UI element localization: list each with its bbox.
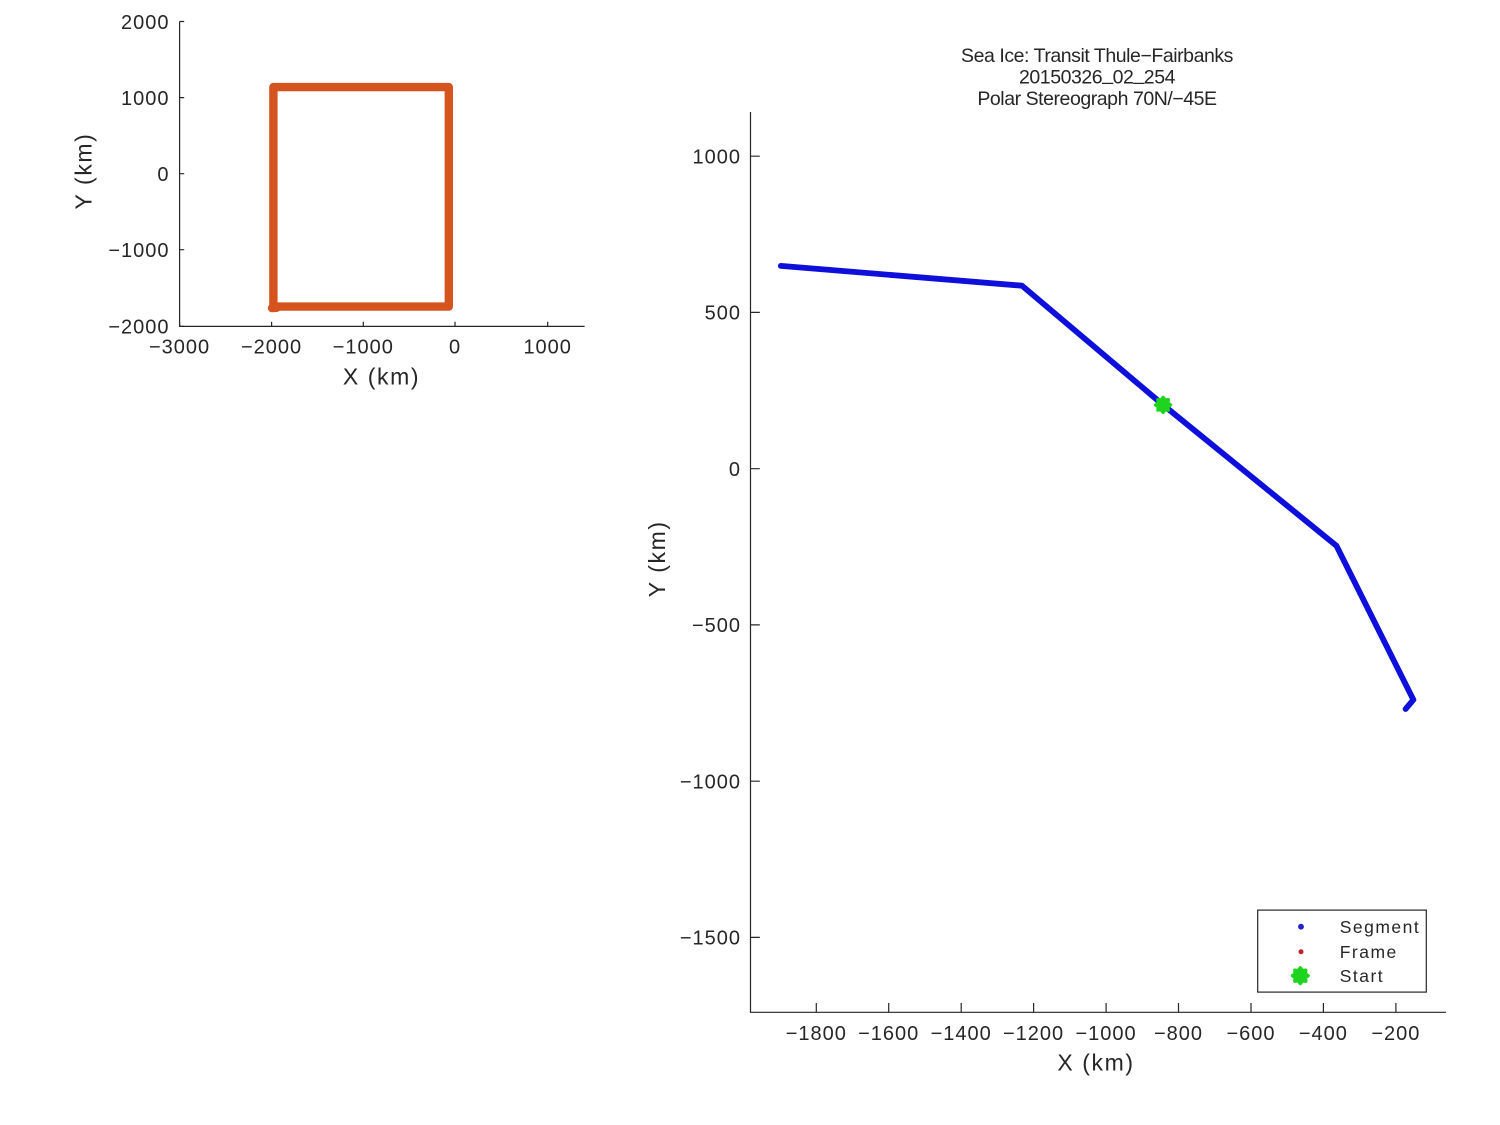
- svg-text:X (km): X (km): [343, 364, 420, 390]
- svg-text:Sea Ice: Transit Thule−Fairban: Sea Ice: Transit Thule−Fairbanks: [961, 45, 1234, 67]
- svg-text:−2000: −2000: [241, 337, 302, 359]
- svg-text:−600: −600: [1226, 1023, 1275, 1045]
- svg-text:0: 0: [157, 164, 169, 186]
- svg-text:−1000: −1000: [333, 337, 394, 359]
- svg-text:−3000: −3000: [149, 337, 210, 359]
- svg-text:−1800: −1800: [786, 1023, 847, 1045]
- svg-text:Y (km): Y (km): [71, 133, 97, 210]
- svg-text:0: 0: [729, 459, 741, 481]
- svg-text:Start: Start: [1340, 966, 1384, 986]
- svg-text:−1000: −1000: [680, 772, 741, 794]
- svg-text:−500: −500: [692, 615, 741, 637]
- svg-text:500: 500: [705, 303, 741, 325]
- svg-text:−800: −800: [1154, 1023, 1203, 1045]
- svg-text:20150326_02_254: 20150326_02_254: [1019, 63, 1176, 89]
- svg-text:Frame: Frame: [1340, 942, 1398, 962]
- svg-text:−1200: −1200: [1003, 1023, 1064, 1045]
- svg-text:−200: −200: [1371, 1023, 1420, 1045]
- svg-text:−2000: −2000: [108, 317, 169, 339]
- svg-text:1000: 1000: [121, 88, 170, 110]
- svg-text:Segment: Segment: [1340, 917, 1421, 937]
- svg-text:−1600: −1600: [858, 1023, 919, 1045]
- svg-text:−1400: −1400: [931, 1023, 992, 1045]
- svg-text:X (km): X (km): [1057, 1050, 1134, 1076]
- svg-text:2000: 2000: [121, 12, 170, 34]
- svg-text:1000: 1000: [693, 147, 742, 169]
- svg-text:0: 0: [449, 337, 461, 359]
- svg-text:−400: −400: [1299, 1023, 1348, 1045]
- svg-text:Y (km): Y (km): [644, 520, 670, 597]
- svg-text:−1000: −1000: [108, 240, 169, 262]
- svg-text:Polar Stereograph 70N/−45E: Polar Stereograph 70N/−45E: [977, 88, 1217, 110]
- svg-text:1000: 1000: [523, 337, 572, 359]
- svg-text:−1000: −1000: [1076, 1023, 1137, 1045]
- svg-text:−1500: −1500: [680, 928, 741, 950]
